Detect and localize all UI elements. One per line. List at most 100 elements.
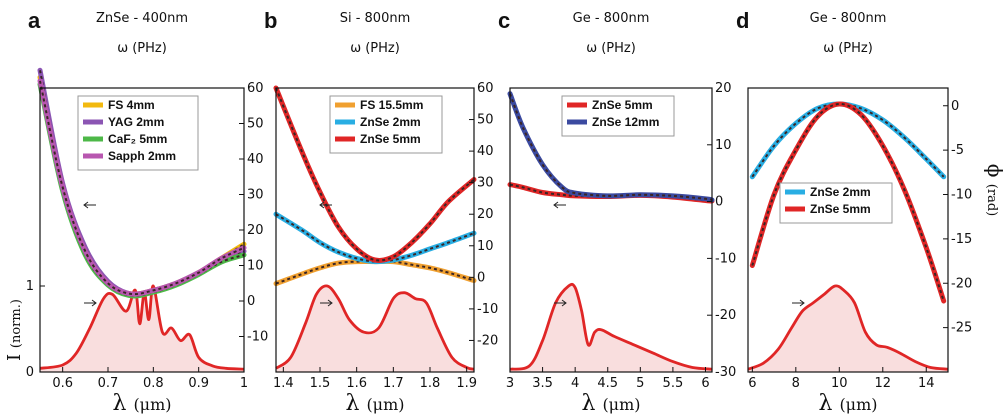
legend-entry: Sapph 2mm <box>108 149 176 163</box>
right-tick-label: 10 <box>715 138 732 153</box>
panel-d: d Ge - 800nm ω (PHz) 6 8 10 12 14 λ (μm) 0 -5 -10 -1… <box>736 8 1007 416</box>
top-axis-label: ω (PHz) <box>823 41 873 56</box>
plot-frame <box>275 87 475 373</box>
right-arrow-icon <box>792 299 805 307</box>
panel-b: b Si - 800nm ω (PHz) 1.4 1.5 1.6 1.7 1.8 1.9 λ (μ… <box>264 8 498 416</box>
legend: ZnSe 5mm ZnSe 12mm <box>561 95 675 137</box>
fit-line <box>39 80 245 296</box>
x-axis-label: λ (μm) <box>582 391 641 416</box>
right-tick-label: -30 <box>715 365 736 380</box>
right-tick-label: 60 <box>477 81 494 96</box>
fit-line <box>275 213 475 263</box>
left-arrow-icon <box>553 201 566 209</box>
legend-entry: FS 4mm <box>108 98 155 112</box>
right-tick-label: -20 <box>951 276 972 291</box>
left-arrow-icon <box>319 201 332 209</box>
legend-entry: ZnSe 2mm <box>810 185 871 199</box>
right-tick-label: 40 <box>477 144 494 159</box>
right-tick-label: -25 <box>951 321 972 336</box>
right-tick-label: -20 <box>477 333 498 348</box>
x-tick-label: 1.8 <box>420 376 441 391</box>
legend-entry: ZnSe 5mm <box>592 98 653 112</box>
top-axis-label: ω (PHz) <box>350 41 400 56</box>
x-tick-label: 14 <box>918 376 935 391</box>
legend-entry: YAG 2mm <box>108 115 164 129</box>
panel-title: ZnSe - 400nm <box>96 11 188 26</box>
legend-entry: FS 15.5mm <box>360 98 423 112</box>
right-tick-label: -10 <box>477 302 498 317</box>
right-tick-label: -10 <box>247 330 268 345</box>
right-tick-label: -10 <box>951 188 972 203</box>
plot-frame <box>509 87 713 373</box>
panel-title: Ge - 800nm <box>810 11 887 26</box>
x-tick-label: 6 <box>701 376 709 391</box>
right-tick-label: 10 <box>477 239 494 254</box>
legend: FS 15.5mm ZnSe 2mm ZnSe 5mm <box>329 95 443 154</box>
legend-entry: ZnSe 12mm <box>592 115 659 129</box>
panel-label: b <box>264 8 277 33</box>
spectrum-fill <box>276 285 474 372</box>
top-axis-label: ω (PHz) <box>117 41 167 56</box>
right-tick-label: -5 <box>951 143 964 158</box>
legend: ZnSe 2mm ZnSe 5mm <box>779 182 893 224</box>
x-tick-label: 1.4 <box>273 376 294 391</box>
x-tick-label: 3.5 <box>532 376 553 391</box>
panel-title: Ge - 800nm <box>573 11 650 26</box>
x-tick-label: 1.6 <box>346 376 367 391</box>
right-arrow-icon <box>84 299 97 307</box>
x-tick-label: 1.7 <box>383 376 404 391</box>
spectrum-fill <box>40 285 244 372</box>
x-tick-label: 3 <box>506 376 514 391</box>
x-tick-label: 6 <box>748 376 756 391</box>
legend-entry: ZnSe 5mm <box>360 132 421 146</box>
right-tick-label: 20 <box>477 207 494 222</box>
panel-label: a <box>28 8 41 33</box>
spectrum-fill <box>748 285 948 372</box>
x-tick-label: 0.8 <box>143 376 164 391</box>
x-tick-label: 5.5 <box>663 376 684 391</box>
x-axis-label: λ (μm) <box>819 391 878 416</box>
x-tick-label: 12 <box>875 376 892 391</box>
left-tick-label: 0 <box>26 365 34 380</box>
spectrum-line <box>747 284 949 371</box>
right-tick-label: 30 <box>477 176 494 191</box>
x-tick-label: 8 <box>792 376 800 391</box>
right-tick-label: -10 <box>715 251 736 266</box>
right-arrow-icon <box>554 299 567 307</box>
x-tick-label: 1.5 <box>310 376 331 391</box>
fit-line <box>275 87 475 262</box>
legend-box <box>779 182 893 224</box>
right-tick-label: 20 <box>715 81 732 96</box>
spectrum-line <box>39 284 245 371</box>
panel-c: c Ge - 800nm ω (PHz) 3 3.5 4 4.5 5 5.5 6 λ (μm) 20 1… <box>498 8 736 416</box>
right-tick-label: 0 <box>247 294 255 309</box>
right-tick-label: 10 <box>247 259 264 274</box>
x-tick-label: 0.6 <box>52 376 73 391</box>
left-tick-label: 1 <box>26 279 34 294</box>
legend-entry: CaF₂ 5mm <box>108 132 167 146</box>
x-tick-label: 0.9 <box>188 376 209 391</box>
x-tick-label: 5 <box>636 376 644 391</box>
right-axis-label: ϕ (rad) <box>983 164 1007 216</box>
panel-label: d <box>736 8 749 33</box>
x-tick-label: 1.9 <box>456 376 477 391</box>
panel-a: a ZnSe - 400nm ω (PHz) 0.6 0.7 0.8 0.9 1 λ (μm) 6… <box>4 8 268 416</box>
left-arrow-icon <box>83 201 96 209</box>
x-tick-label: 0.7 <box>98 376 119 391</box>
x-axis-label: λ (μm) <box>346 391 405 416</box>
right-tick-label: 0 <box>951 99 959 114</box>
x-tick-label: 1 <box>240 376 248 391</box>
right-tick-label: 40 <box>247 152 264 167</box>
series-znse-2mm <box>749 101 947 180</box>
legend: FS 4mm YAG 2mm CaF₂ 5mm Sapph 2mm <box>77 95 199 171</box>
x-tick-label: 4.5 <box>597 376 618 391</box>
fit-line <box>509 93 713 201</box>
panel-label: c <box>498 8 510 33</box>
right-tick-label: 30 <box>247 188 264 203</box>
right-tick-label: 0 <box>477 270 485 285</box>
spectrum-line <box>275 284 475 371</box>
right-tick-label: 50 <box>477 113 494 128</box>
right-tick-label: 50 <box>247 117 264 132</box>
